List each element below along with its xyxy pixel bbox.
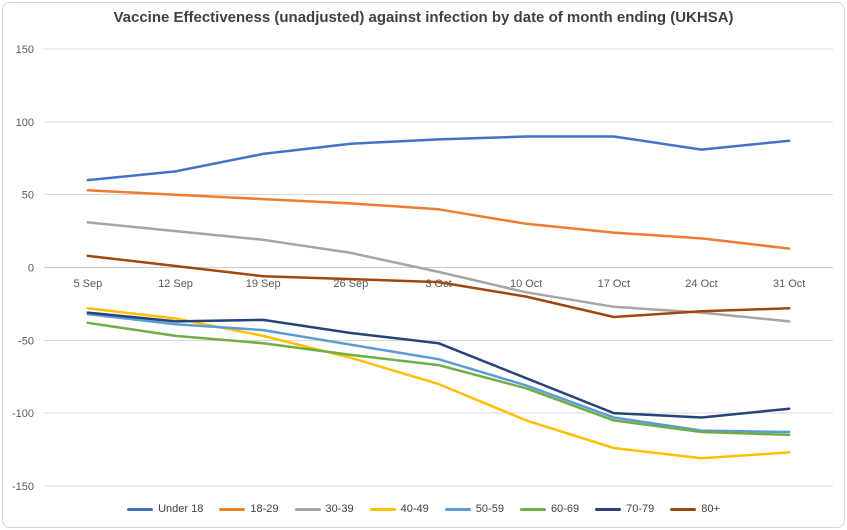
legend-label-40-49: 40-49: [400, 503, 429, 515]
y-axis-label--50: -50: [18, 335, 34, 347]
legend-item-40-49: 40-49: [369, 503, 429, 515]
legend-swatch-40-49: [369, 507, 396, 511]
legend-item-18-29: 18-29: [219, 503, 279, 515]
legend-label-80plus: 80+: [701, 503, 720, 515]
legend-label-70-79: 70-79: [626, 503, 655, 515]
x-axis-label-17-oct: 17 Oct: [598, 278, 630, 290]
x-axis-label-31-oct: 31 Oct: [773, 278, 805, 290]
legend-item-60-69: 60-69: [519, 503, 580, 515]
legend-item-30-39: 30-39: [294, 503, 354, 515]
series-line-70-79: [86, 311, 791, 419]
x-axis-label-10-oct: 10 Oct: [510, 278, 542, 290]
legend-swatch-60-69: [519, 507, 546, 511]
series-line-40-49: [86, 307, 791, 460]
series-line-80plus: [86, 254, 791, 319]
legend-label-60-69: 60-69: [550, 503, 580, 515]
series-line-18-29: [86, 189, 791, 250]
legend-label-under-18: Under 18: [158, 503, 204, 515]
chart-title: Vaccine Effectiveness (unadjusted) again…: [113, 9, 734, 26]
y-axis-label-50: 50: [22, 190, 34, 202]
legend-swatch-80plus: [670, 507, 697, 511]
legend-label-50-59: 50-59: [475, 503, 504, 515]
legend-item-80plus: 80+: [670, 503, 720, 515]
legend-swatch-70-79: [595, 507, 622, 511]
x-axis-label-19-sep: 19 Sep: [246, 278, 281, 290]
legend-label-18-29: 18-29: [250, 503, 279, 515]
series-line-30-39: [86, 221, 791, 323]
legend-swatch-30-39: [294, 507, 321, 511]
x-axis-label-12-sep: 12 Sep: [158, 278, 193, 290]
legend-swatch-18-29: [219, 507, 246, 511]
series-line-under-18: [86, 135, 791, 182]
legend-swatch-under-18: [127, 507, 154, 511]
y-axis-label--100: -100: [12, 408, 34, 420]
x-axis-label-5-sep: 5 Sep: [73, 278, 102, 290]
series-line-60-69: [86, 321, 791, 437]
legend-label-30-39: 30-39: [325, 503, 354, 515]
y-axis-label--150: -150: [12, 481, 34, 493]
legend-item-50-59: 50-59: [444, 503, 504, 515]
legend: Under 18 18-29 30-39 40-49 50-59 60-69 70-79 80…: [0, 500, 847, 518]
y-axis-label-150: 150: [16, 44, 34, 56]
y-axis-label-100: 100: [16, 117, 34, 129]
legend-item-under-18: Under 18: [127, 503, 203, 515]
legend-swatch-50-59: [444, 507, 471, 511]
x-axis-label-26-sep: 26 Sep: [333, 278, 368, 290]
series-line-50-59: [86, 312, 791, 434]
y-axis-label-0: 0: [28, 263, 34, 275]
x-axis-label-24-oct: 24 Oct: [685, 278, 717, 290]
legend-item-70-79: 70-79: [595, 503, 654, 515]
